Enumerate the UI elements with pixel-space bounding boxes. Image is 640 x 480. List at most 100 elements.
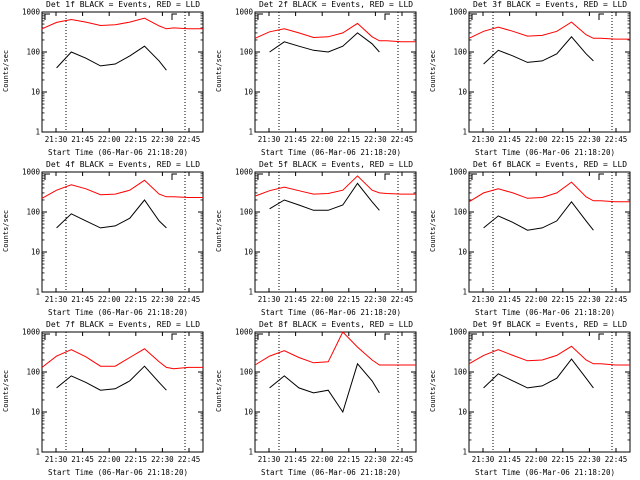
- plot-frame: [468, 331, 631, 453]
- y-tick-label: 1: [35, 128, 40, 137]
- chart-title: Det 8f BLACK = Events, RED = LLD: [259, 320, 414, 329]
- x-axis-label: Start Time (06-Mar-06 21:18:20): [475, 148, 615, 157]
- y-tick-label: 10: [458, 88, 468, 97]
- y-tick-label: 100: [453, 48, 467, 57]
- x-tick-label: 22:30: [151, 455, 174, 464]
- x-tick-label: 21:45: [284, 295, 307, 304]
- series-line-events: [269, 182, 380, 211]
- x-tick-label: 22:45: [178, 455, 201, 464]
- chart-title: Det 3f BLACK = Events, RED = LLD: [473, 0, 628, 9]
- series-line-events: [56, 45, 167, 71]
- series-line-events: [483, 36, 594, 65]
- x-tick-label: 22:15: [338, 295, 361, 304]
- plot-frame: [41, 171, 204, 293]
- x-axis-label: Start Time (06-Mar-06 21:18:20): [261, 308, 401, 317]
- chart-svg: 1 10 100 1000 21:30 21:45 22:00 22:15 22:30 22:45: [449, 168, 631, 304]
- y-tick-label: 1000: [22, 168, 41, 177]
- x-tick-label: 21:30: [472, 135, 495, 144]
- y-tick-label: 10: [458, 408, 468, 417]
- y-tick-label: 1: [248, 288, 253, 297]
- series-line-lld: [41, 17, 203, 30]
- series-line-events: [269, 362, 380, 414]
- x-tick-label: 22:45: [605, 135, 628, 144]
- chart-panel-2: 1 10 100 1000 21:30 21:45 22:00 22:15 22:30 22:45…: [213, 0, 426, 160]
- chart-svg: 1 10 100 1000 21:30 21:45 22:00 22:15 22:30 22:45: [22, 328, 204, 464]
- x-axis-label: Start Time (06-Mar-06 21:18:20): [48, 148, 188, 157]
- y-axis-label: Counts/sec: [2, 369, 10, 412]
- x-tick-label: 22:15: [125, 135, 148, 144]
- x-tick-label: 22:30: [578, 295, 601, 304]
- series-line-lld: [254, 22, 416, 43]
- x-tick-label: 22:15: [338, 135, 361, 144]
- x-tick-label: 22:45: [391, 135, 414, 144]
- y-tick-label: 1: [248, 128, 253, 137]
- start-bracket: [44, 13, 50, 20]
- start-bracket: [471, 13, 477, 20]
- y-tick-label: 10: [31, 408, 41, 417]
- y-axis-label: Counts/sec: [215, 369, 223, 412]
- x-tick-label: 22:45: [178, 295, 201, 304]
- x-tick-label: 21:45: [498, 135, 521, 144]
- y-tick-label: 10: [31, 248, 41, 257]
- x-tick-label: 22:15: [552, 455, 575, 464]
- series-line-events: [56, 365, 167, 391]
- series-line-events: [56, 199, 167, 229]
- x-tick-label: 22:15: [125, 295, 148, 304]
- chart-title: Det 2f BLACK = Events, RED = LLD: [259, 0, 414, 9]
- y-axis-label: Counts/sec: [429, 369, 437, 412]
- chart-panel-1: 1 10 100 1000 21:30 21:45 22:00 22:15 22:30 22:45…: [0, 0, 213, 160]
- x-tick-label: 22:45: [391, 295, 414, 304]
- y-tick-label: 100: [453, 368, 467, 377]
- x-tick-label: 21:30: [45, 135, 68, 144]
- chart-svg: 1 10 100 1000 21:30 21:45 22:00 22:15 22:30 22:45: [22, 168, 204, 304]
- chart-title: Det 9f BLACK = Events, RED = LLD: [473, 320, 628, 329]
- x-tick-label: 21:30: [258, 295, 281, 304]
- x-tick-label: 22:45: [178, 135, 201, 144]
- chart-panel-8: 1 10 100 1000 21:30 21:45 22:00 22:15 22:30 22:45…: [213, 320, 426, 480]
- y-tick-label: 1000: [449, 168, 468, 177]
- y-tick-label: 1: [462, 128, 467, 137]
- series-line-events: [483, 200, 594, 231]
- chart-panel-5: 1 10 100 1000 21:30 21:45 22:00 22:15 22:30 22:45…: [213, 160, 426, 320]
- chart-panel-9: 1 10 100 1000 21:30 21:45 22:00 22:15 22:30 22:45…: [427, 320, 640, 480]
- y-axis-label: Counts/sec: [2, 209, 10, 252]
- y-axis-label: Counts/sec: [215, 49, 223, 92]
- plot-frame: [254, 11, 417, 133]
- x-tick-label: 22:15: [552, 135, 575, 144]
- y-tick-label: 100: [26, 48, 40, 57]
- start-bracket: [471, 173, 477, 180]
- chart-title: Det 7f BLACK = Events, RED = LLD: [46, 320, 201, 329]
- y-tick-label: 10: [31, 88, 41, 97]
- chart-panel-3: 1 10 100 1000 21:30 21:45 22:00 22:15 22:30 22:45…: [427, 0, 640, 160]
- x-tick-label: 22:00: [311, 455, 334, 464]
- y-tick-label: 10: [244, 248, 254, 257]
- y-tick-label: 1000: [22, 8, 41, 17]
- y-axis-label: Counts/sec: [215, 209, 223, 252]
- x-tick-label: 22:45: [391, 455, 414, 464]
- chart-svg: 1 10 100 1000 21:30 21:45 22:00 22:15 22:30 22:45: [449, 8, 631, 144]
- chart-svg: 1 10 100 1000 21:30 21:45 22:00 22:15 22:30 22:45: [22, 8, 204, 144]
- end-bracket: [171, 333, 177, 340]
- plot-frame: [468, 171, 631, 293]
- start-bracket: [257, 173, 263, 180]
- end-bracket: [171, 173, 177, 180]
- y-tick-label: 100: [239, 368, 253, 377]
- x-tick-label: 21:45: [284, 135, 307, 144]
- series-line-lld: [254, 175, 416, 197]
- x-tick-label: 21:45: [71, 135, 94, 144]
- y-tick-label: 1000: [235, 168, 254, 177]
- end-bracket: [598, 173, 604, 180]
- chart-title: Det 1f BLACK = Events, RED = LLD: [46, 0, 201, 9]
- x-tick-label: 21:30: [45, 455, 68, 464]
- x-axis-label: Start Time (06-Mar-06 21:18:20): [48, 308, 188, 317]
- end-bracket: [171, 13, 177, 20]
- chart-svg: 1 10 100 1000 21:30 21:45 22:00 22:15 22:30 22:45: [235, 8, 417, 144]
- y-tick-label: 1: [35, 448, 40, 457]
- chart-title: Det 5f BLACK = Events, RED = LLD: [259, 160, 414, 169]
- end-bracket: [598, 13, 604, 20]
- chart-title: Det 4f BLACK = Events, RED = LLD: [46, 160, 201, 169]
- x-tick-label: 22:45: [605, 455, 628, 464]
- series-line-lld: [254, 331, 416, 366]
- y-tick-label: 100: [26, 368, 40, 377]
